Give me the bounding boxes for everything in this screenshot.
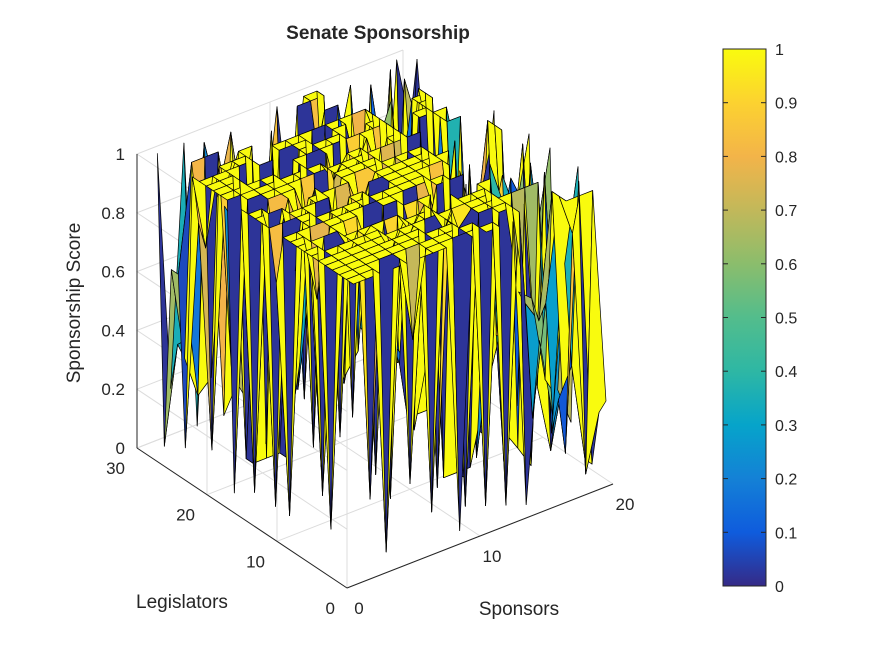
axis-line (136, 447, 348, 589)
x-tick-label: 20 (616, 495, 635, 514)
z-tick-label: 0.2 (101, 380, 125, 399)
colorbar-tick-label: 0 (775, 579, 784, 596)
z-tick-label: 0.4 (101, 321, 125, 340)
z-tick-label: 1 (116, 145, 125, 164)
colorbar-tick-label: 0.1 (775, 525, 797, 542)
colorbar-tick-label: 0.7 (775, 203, 797, 220)
colorbar-tick-label: 0.9 (775, 96, 797, 113)
axis-line (346, 483, 614, 589)
colorbar-tick-label: 0.6 (775, 257, 797, 274)
chart-title: Senate Sponsorship (286, 23, 470, 44)
y-tick-label: 20 (176, 506, 195, 525)
colorbar-gradient (722, 48, 767, 587)
z-tick-label: 0.8 (101, 204, 125, 223)
surface-face (585, 190, 607, 475)
colorbar-tick-label: 1 (775, 42, 784, 59)
colorbar-ticks: 0 0.1 0.2 0.3 0.4 0.5 0.6 0.7 0.8 0.9 1 (723, 42, 797, 596)
z-tick-label: 0.6 (101, 263, 125, 282)
x-tick-label: 0 (354, 599, 363, 618)
y-tick-label: 10 (246, 552, 265, 571)
y-axis-label: Legislators (136, 592, 228, 613)
x-tick-label: 10 (483, 547, 502, 566)
colorbar-tick-label: 0.4 (775, 364, 797, 381)
colorbar: 0 0.1 0.2 0.3 0.4 0.5 0.6 0.7 0.8 0.9 1 (722, 42, 797, 596)
x-axis-label: Sponsors (479, 599, 559, 620)
surface-plot (156, 58, 607, 553)
colorbar-tick-label: 0.2 (775, 472, 797, 489)
colorbar-tick-label: 0.8 (775, 149, 797, 166)
y-tick-label: 0 (326, 599, 335, 618)
y-tick-label: 30 (106, 459, 125, 478)
z-axis-label: Sponsorship Score (64, 223, 85, 384)
z-tick-label: 0 (116, 439, 125, 458)
colorbar-tick-label: 0.3 (775, 418, 797, 435)
colorbar-tick-label: 0.5 (775, 311, 797, 328)
